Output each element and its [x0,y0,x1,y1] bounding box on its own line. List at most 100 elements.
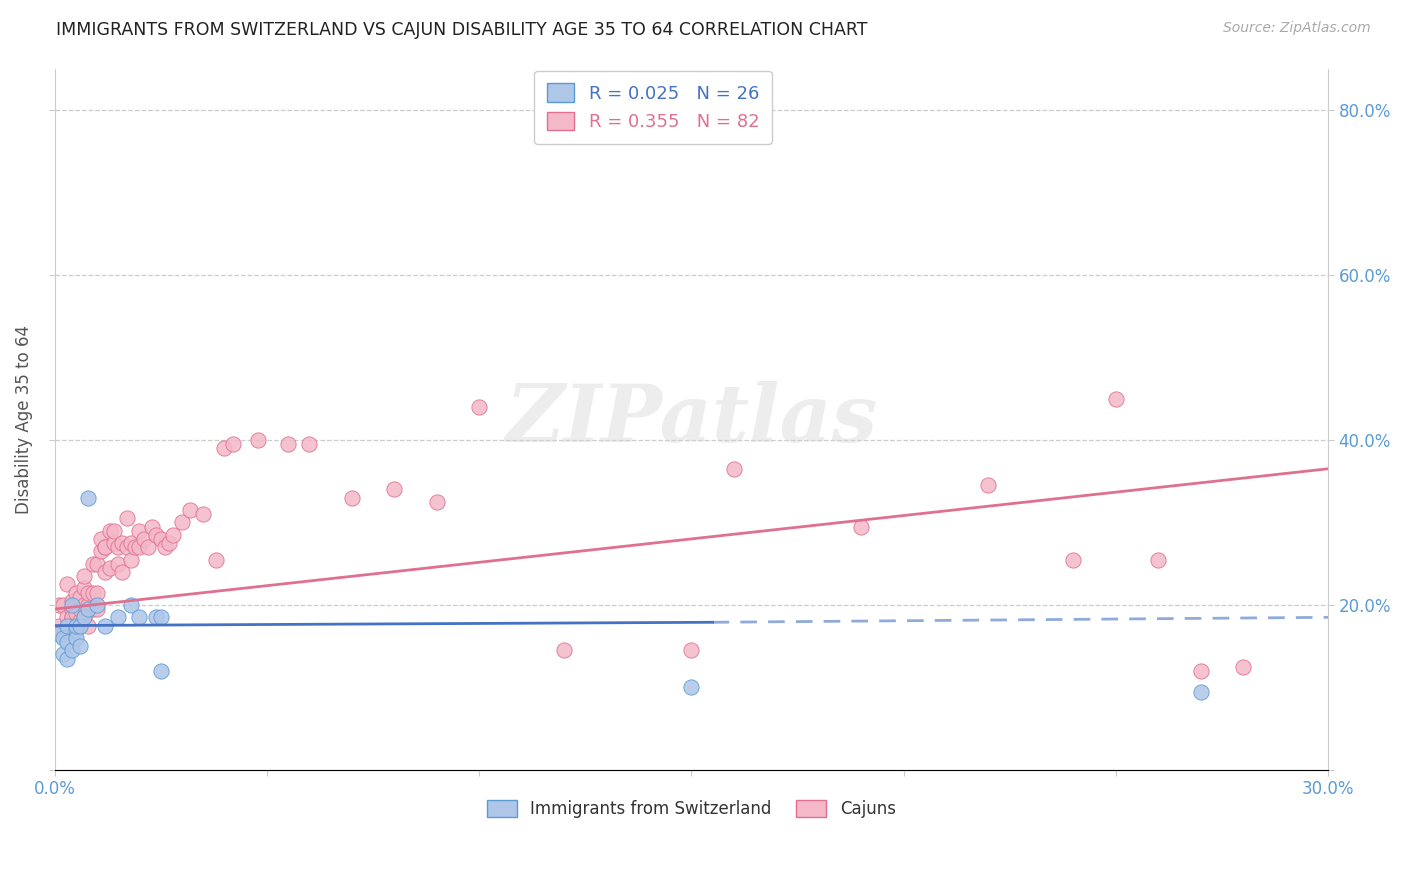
Point [73,569,96,583]
Point [56,577,79,591]
Point [65,618,87,632]
Point [82,602,104,616]
Point [1147,552,1170,566]
Text: Source: ZipAtlas.com: Source: ZipAtlas.com [1223,21,1371,35]
Text: IMMIGRANTS FROM SWITZERLAND VS CAJUN DISABILITY AGE 35 TO 64 CORRELATION CHART: IMMIGRANTS FROM SWITZERLAND VS CAJUN DIS… [56,21,868,38]
Point [214,441,236,455]
Point [145,610,167,624]
Point [77,618,100,632]
Text: ZIPatlas: ZIPatlas [505,381,877,458]
Point [681,643,703,657]
Point [132,532,155,546]
Point [191,507,214,521]
Point [340,491,363,505]
Point [56,610,79,624]
Point [115,511,138,525]
Point [1105,392,1128,406]
Point [52,627,75,641]
Point [222,437,245,451]
Point [162,528,184,542]
Point [124,540,146,554]
Point [120,552,142,566]
Point [149,610,172,624]
Point [107,610,129,624]
Point [48,618,70,632]
Point [73,582,96,596]
Point [77,585,100,599]
Point [60,598,83,612]
Point [86,557,108,571]
Point [77,598,100,612]
Point [115,540,138,554]
Point [60,594,83,608]
Point [723,462,745,476]
Point [111,565,134,579]
Point [1232,660,1254,674]
Point [52,648,75,662]
Y-axis label: Disability Age 35 to 64: Disability Age 35 to 64 [15,325,32,514]
Point [65,585,87,599]
Point [111,536,134,550]
Point [205,552,228,566]
Point [90,544,112,558]
Point [145,528,167,542]
Point [69,618,91,632]
Point [103,524,125,538]
Point [94,540,117,554]
Point [149,532,172,546]
Point [1189,664,1212,678]
Point [69,639,91,653]
Point [48,627,70,641]
Point [60,643,83,657]
Point [73,610,96,624]
Point [52,598,75,612]
Point [120,536,142,550]
Point [73,598,96,612]
Point [170,516,193,530]
Point [553,643,575,657]
Legend: Immigrants from Switzerland, Cajuns: Immigrants from Switzerland, Cajuns [479,793,903,825]
Point [136,540,159,554]
Point [94,540,117,554]
Point [468,400,491,414]
Point [48,598,70,612]
Point [65,618,87,632]
Point [86,585,108,599]
Point [1189,684,1212,698]
Point [141,519,163,533]
Point [69,602,91,616]
Point [65,606,87,620]
Point [56,618,79,632]
Point [681,681,703,695]
Point [69,590,91,604]
Point [60,610,83,624]
Point [82,585,104,599]
Point [153,540,176,554]
Point [52,631,75,645]
Point [179,503,201,517]
Point [94,618,117,632]
Point [298,437,321,451]
Point [77,602,100,616]
Point [426,495,449,509]
Point [56,623,79,637]
Point [149,664,172,678]
Point [120,598,142,612]
Point [128,540,150,554]
Point [977,478,1000,492]
Point [94,565,117,579]
Point [103,536,125,550]
Point [86,598,108,612]
Point [107,540,129,554]
Point [65,598,87,612]
Point [98,561,121,575]
Point [56,651,79,665]
Point [128,610,150,624]
Point [1062,552,1084,566]
Point [77,491,100,505]
Point [247,433,270,447]
Point [90,532,112,546]
Point [277,437,299,451]
Point [65,631,87,645]
Point [107,557,129,571]
